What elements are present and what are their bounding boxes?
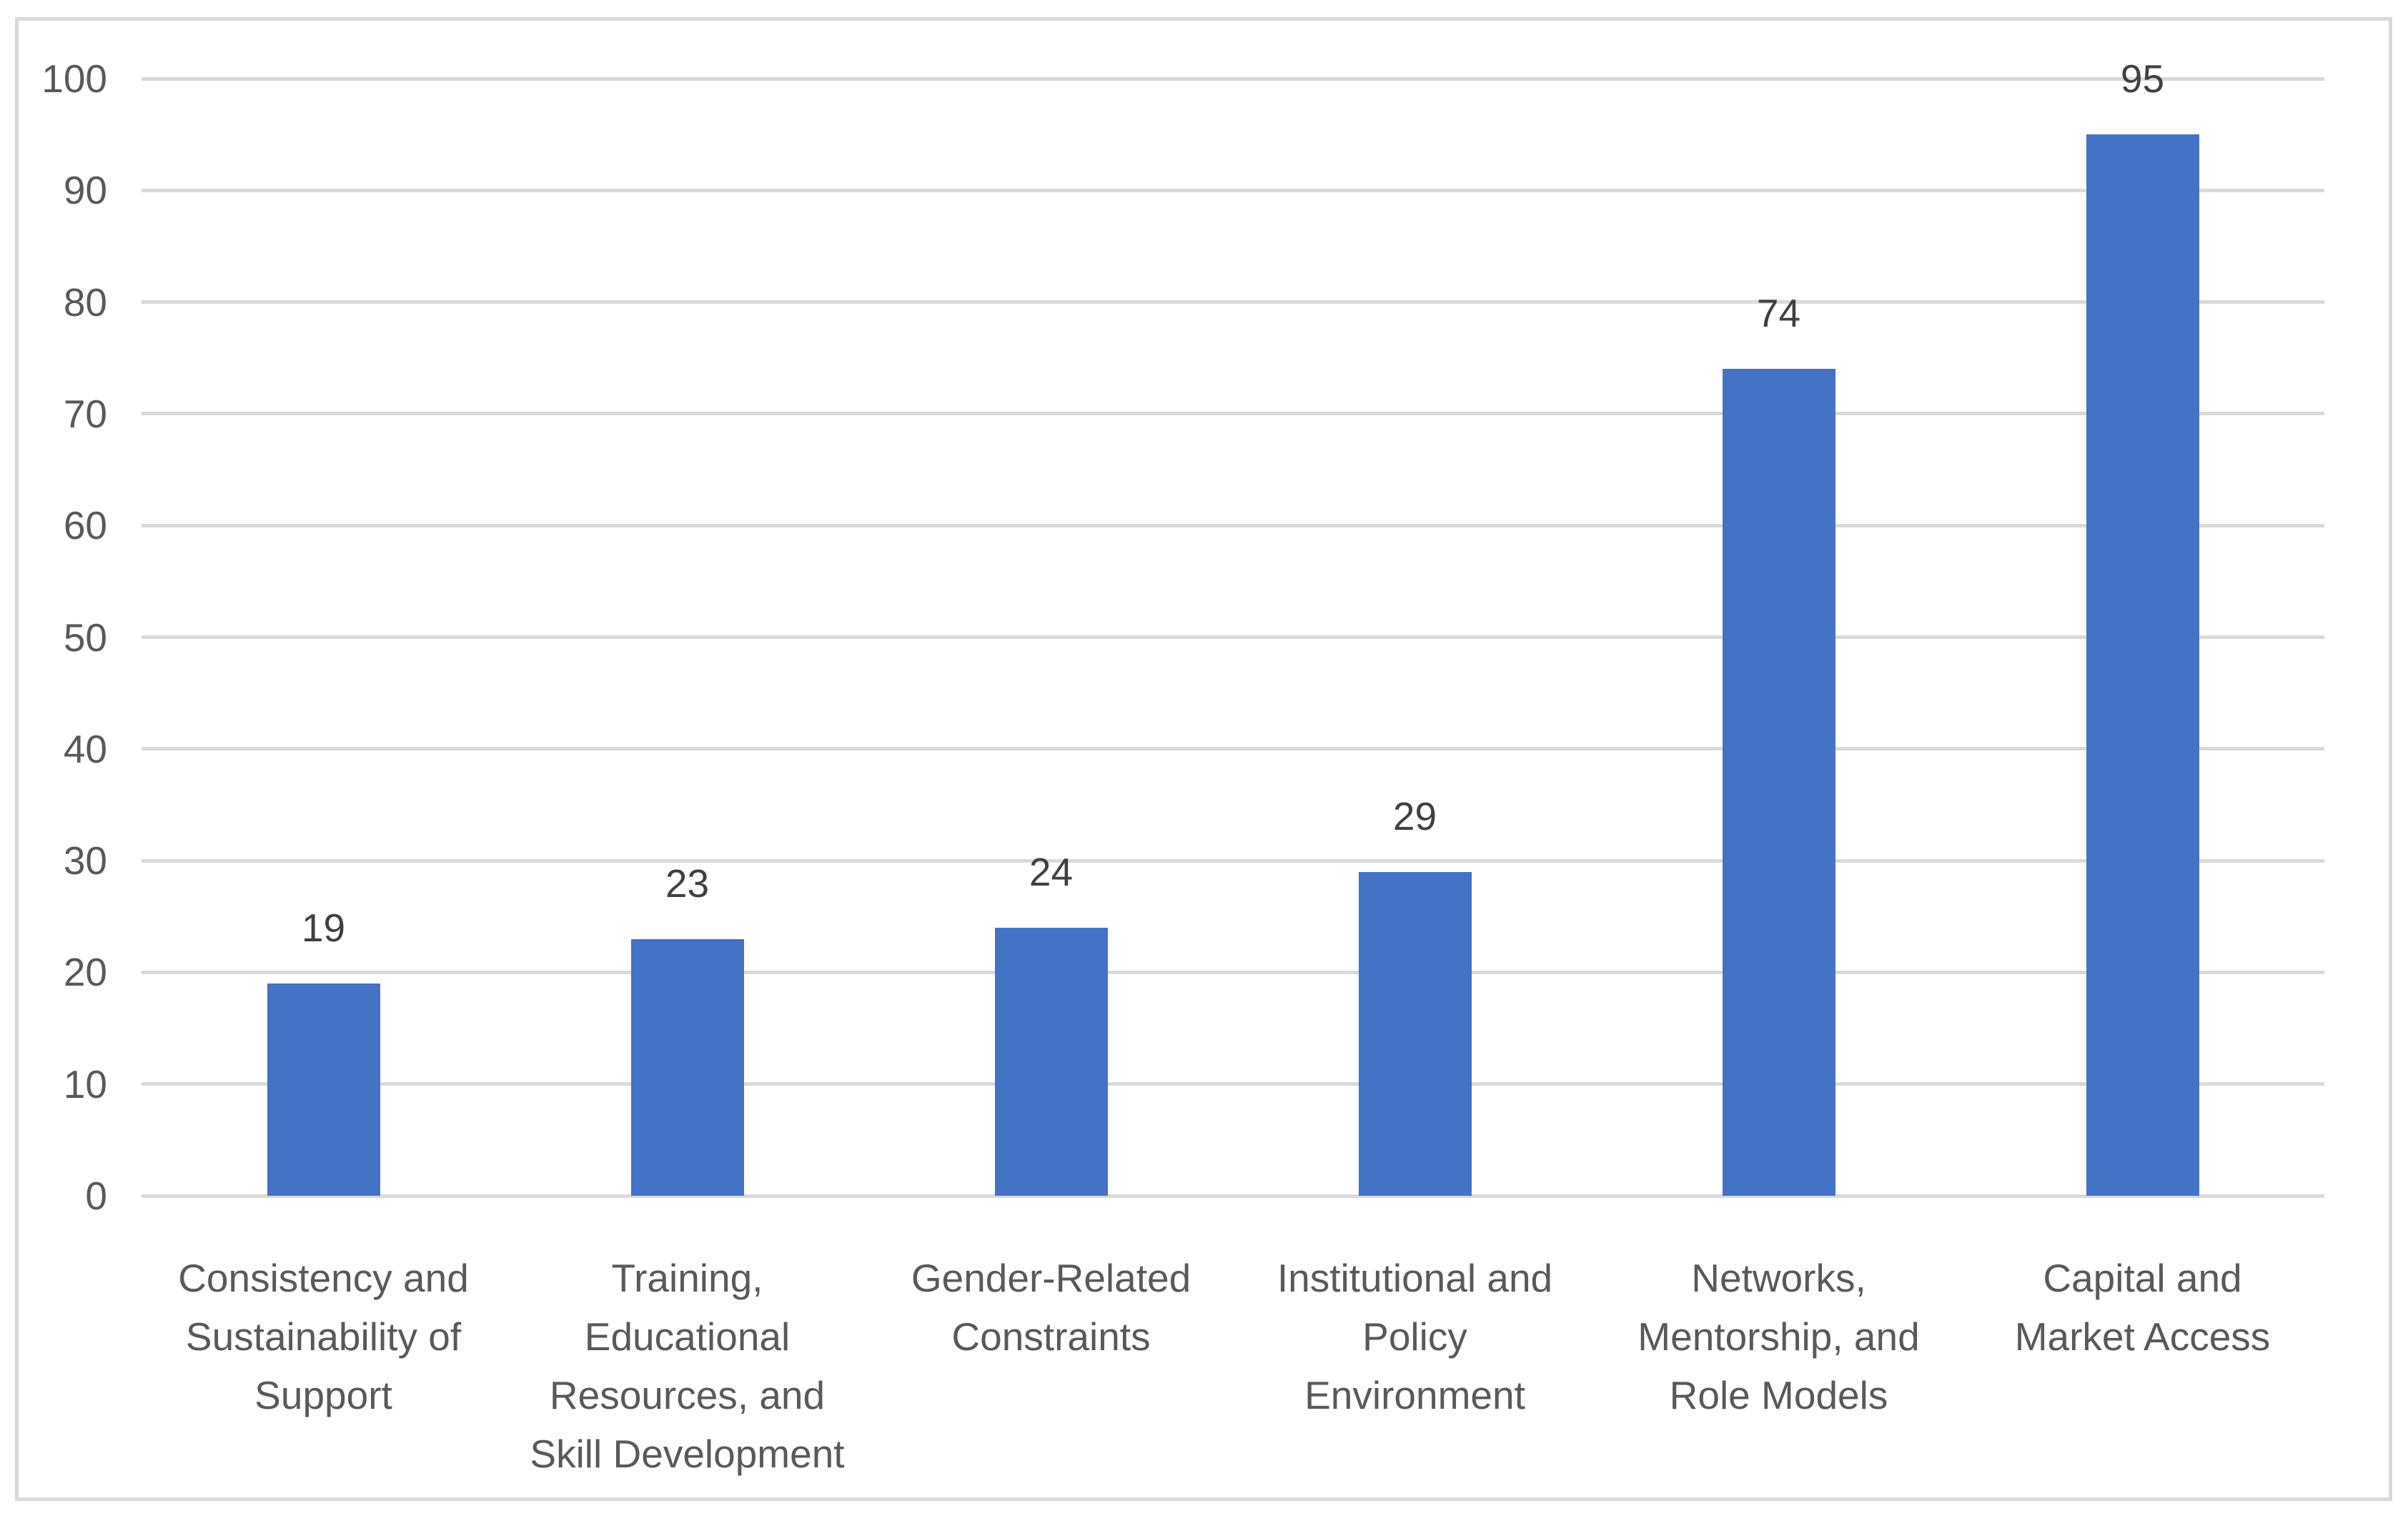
- y-tick-label-50: 50: [63, 615, 107, 660]
- plot-area: 19 23 24 29 74 95: [142, 56, 2324, 1198]
- gridline-y90: [142, 188, 2324, 192]
- x-axis-category-labels: Consistency and Sustainability of Suppor…: [142, 1249, 2324, 1499]
- category-label-5: Networks, Mentorship, and Role Models: [1637, 1256, 1920, 1417]
- gridline-y80: [142, 300, 2324, 304]
- category-label-1: Consistency and Sustainability of Suppor…: [178, 1256, 469, 1417]
- gridline-y20: [142, 970, 2324, 974]
- y-tick-label-80: 80: [63, 279, 107, 324]
- gridline-y100: [142, 76, 2324, 81]
- bar-2: [630, 938, 744, 1196]
- category-label-3: Gender-Related Constraints: [911, 1256, 1191, 1359]
- chart-border-frame: [15, 17, 2392, 1501]
- bar-data-label-1: 19: [301, 906, 346, 951]
- bar-6: [2086, 134, 2199, 1196]
- bar-data-label-4: 29: [1392, 793, 1437, 838]
- y-tick-label-90: 90: [63, 168, 107, 213]
- bar-data-label-3: 24: [1029, 849, 1074, 894]
- gridline-y40: [142, 747, 2324, 751]
- y-tick-label-20: 20: [63, 950, 107, 995]
- bar-data-label-6: 95: [2120, 56, 2165, 101]
- gridline-y10: [142, 1082, 2324, 1086]
- gridline-y70: [142, 412, 2324, 416]
- gridline-y50: [142, 635, 2324, 639]
- y-tick-label-60: 60: [63, 503, 107, 548]
- bar-4: [1358, 871, 1472, 1196]
- category-label-6: Capital and Market Access: [2014, 1256, 2271, 1359]
- gridline-y0: [142, 1194, 2324, 1198]
- bar-data-label-5: 74: [1756, 291, 1801, 336]
- y-tick-label-30: 30: [63, 838, 107, 883]
- gridline-y30: [142, 858, 2324, 863]
- bar-data-label-2: 23: [665, 861, 710, 906]
- y-axis-tick-labels: 0 10 20 30 40 50 60 70 80 90 100: [0, 56, 107, 1218]
- y-tick-label-0: 0: [85, 1174, 107, 1218]
- category-label-4: Institutional and Policy Environment: [1277, 1256, 1553, 1417]
- y-tick-label-100: 100: [41, 56, 107, 101]
- y-tick-label-10: 10: [63, 1061, 107, 1106]
- category-label-2: Training, Educational Resources, and Ski…: [530, 1256, 845, 1476]
- bar-1: [267, 984, 380, 1196]
- y-tick-label-70: 70: [63, 391, 107, 436]
- y-tick-label-40: 40: [63, 726, 107, 771]
- bar-3: [994, 927, 1108, 1196]
- bar-5: [1722, 369, 1835, 1196]
- gridline-y60: [142, 523, 2324, 527]
